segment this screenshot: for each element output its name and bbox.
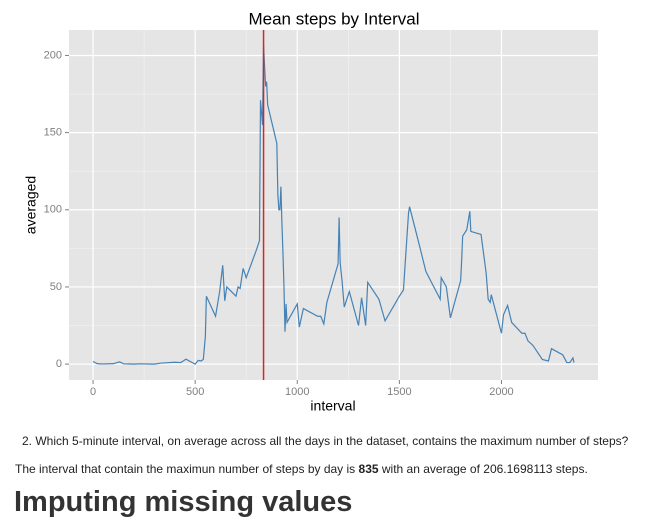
panel	[69, 30, 598, 380]
data-line	[92, 45, 575, 365]
y-tick-label: 0	[56, 358, 62, 370]
chart: Mean steps by Interval interval averaged…	[23, 9, 598, 414]
question: 2. Which 5-minute interval, on average a…	[22, 434, 628, 448]
answer: The interval that contain the maximun nu…	[15, 462, 588, 476]
x-tick-label: 1500	[387, 386, 411, 398]
y-tick-label: 200	[44, 49, 62, 61]
list-number: 2.	[22, 434, 33, 448]
chart-title: Mean steps by Interval	[248, 9, 419, 28]
answer-text: with an average of 206.1698113 steps.	[378, 462, 588, 476]
x-tick-label: 500	[186, 386, 204, 398]
x-tick-label: 1000	[285, 386, 309, 398]
y-tick-label: 100	[44, 204, 62, 216]
y-tick-label: 150	[44, 127, 62, 139]
x-axis-label: interval	[310, 398, 355, 414]
x-tick-label: 2000	[489, 386, 513, 398]
y-axis-label: averaged	[23, 176, 39, 234]
answer-text: The interval that contain the maximun nu…	[15, 462, 359, 476]
heading: Imputing missing values	[14, 486, 353, 518]
x-tick-label: 0	[90, 386, 96, 398]
answer-interval: 835	[358, 462, 379, 476]
y-tick-label: 50	[50, 281, 62, 293]
question-text: Which 5-minute interval, on average acro…	[35, 434, 629, 448]
